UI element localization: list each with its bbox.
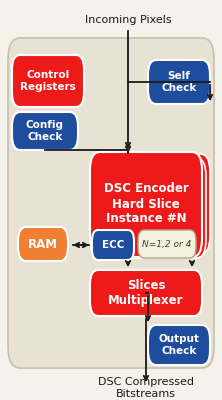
- FancyBboxPatch shape: [18, 227, 68, 261]
- Text: Self
Check: Self Check: [161, 71, 197, 93]
- FancyBboxPatch shape: [92, 230, 134, 260]
- Text: Control
Registers: Control Registers: [20, 70, 76, 92]
- FancyBboxPatch shape: [100, 154, 210, 254]
- FancyBboxPatch shape: [138, 230, 196, 258]
- FancyBboxPatch shape: [12, 112, 78, 150]
- Text: Incoming Pixels: Incoming Pixels: [85, 15, 171, 25]
- Text: RAM: RAM: [28, 238, 58, 250]
- FancyBboxPatch shape: [96, 158, 206, 258]
- Text: DSC Compressed: DSC Compressed: [98, 377, 194, 387]
- FancyBboxPatch shape: [148, 325, 210, 365]
- FancyBboxPatch shape: [90, 152, 202, 257]
- FancyBboxPatch shape: [12, 55, 84, 107]
- FancyBboxPatch shape: [90, 270, 202, 316]
- FancyBboxPatch shape: [148, 60, 210, 104]
- Text: Slices
Multiplexer: Slices Multiplexer: [108, 279, 184, 307]
- Text: Config
Check: Config Check: [26, 120, 64, 142]
- Text: ECC: ECC: [102, 240, 124, 250]
- Text: Output
Check: Output Check: [159, 334, 200, 356]
- Text: N=1,2 or 4: N=1,2 or 4: [142, 240, 192, 248]
- Text: Bitstreams: Bitstreams: [116, 389, 176, 399]
- FancyBboxPatch shape: [8, 38, 214, 368]
- Text: DSC Encoder
Hard Slice
Instance #N: DSC Encoder Hard Slice Instance #N: [104, 182, 188, 226]
